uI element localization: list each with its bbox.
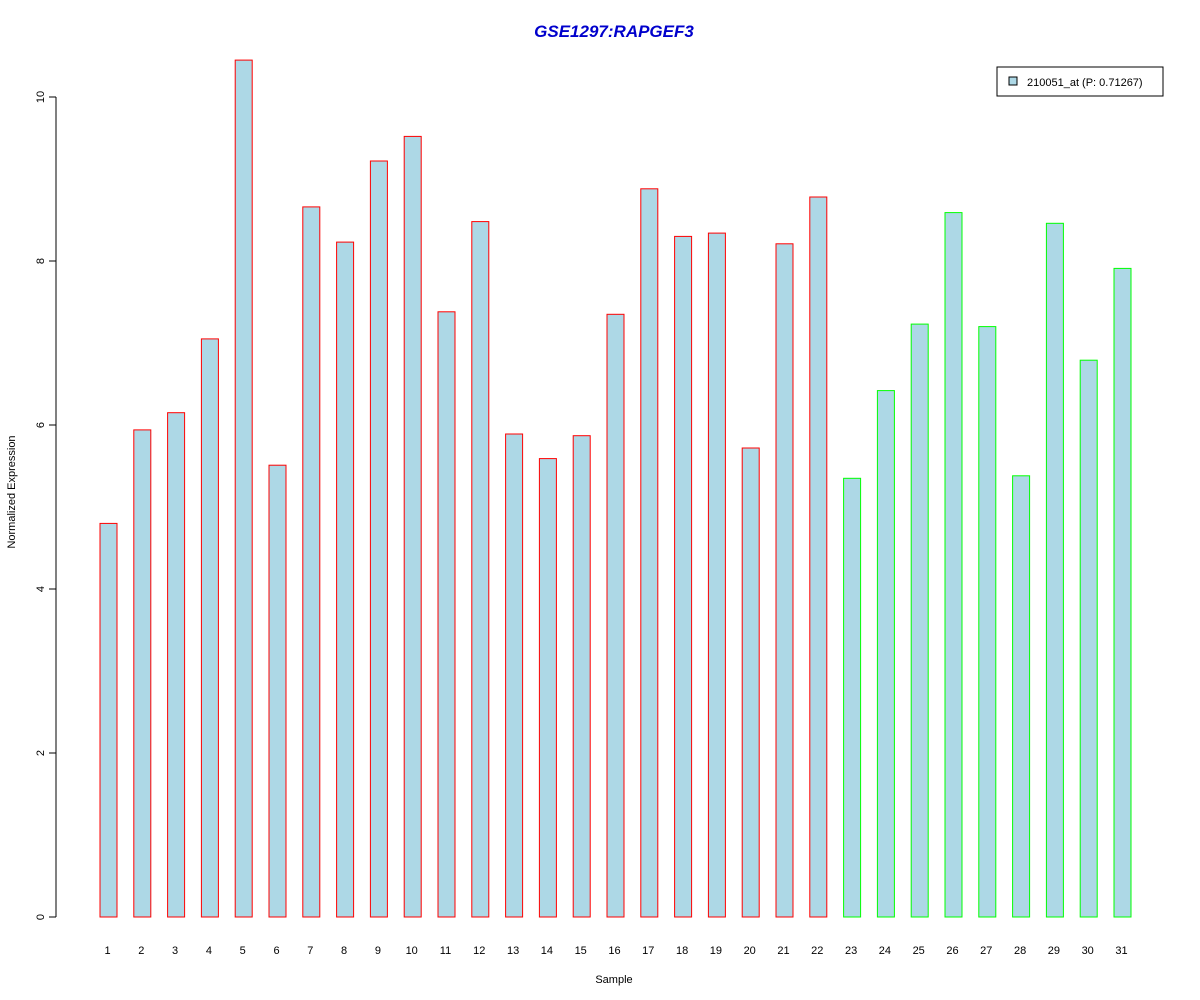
x-tick-label: 11 xyxy=(440,945,451,957)
x-tick-label: 6 xyxy=(273,945,279,957)
bar-sample-5 xyxy=(234,59,253,918)
bar-sample-22 xyxy=(809,196,828,918)
x-tick-label: 17 xyxy=(642,945,654,957)
bar-sample-10 xyxy=(403,135,422,918)
x-tick-label: 29 xyxy=(1048,945,1060,957)
y-tick-label: 10 xyxy=(35,91,47,103)
x-tick-label: 24 xyxy=(879,945,891,957)
bar-sample-14 xyxy=(538,458,557,918)
x-tick-label: 22 xyxy=(811,945,823,957)
y-axis-label: Normalized Expression xyxy=(6,435,18,548)
bar-sample-28 xyxy=(1012,475,1031,918)
x-tick-label: 4 xyxy=(206,945,212,957)
bar-sample-16 xyxy=(606,313,625,918)
y-tick-label: 0 xyxy=(35,914,47,920)
x-axis-label: Sample xyxy=(595,974,632,986)
bar-sample-6 xyxy=(268,464,287,918)
x-tick-label: 3 xyxy=(172,945,178,957)
x-tick-label: 19 xyxy=(710,945,722,957)
bar-sample-17 xyxy=(640,188,659,918)
bar-sample-21 xyxy=(775,243,794,918)
bar-sample-19 xyxy=(707,232,726,918)
y-tick-label: 2 xyxy=(35,750,47,756)
bar-sample-29 xyxy=(1045,222,1064,918)
bar-sample-3 xyxy=(167,412,186,918)
x-tick-label: 27 xyxy=(980,945,992,957)
x-tick-label: 20 xyxy=(744,945,756,957)
bar-sample-24 xyxy=(876,390,895,918)
bar-sample-20 xyxy=(741,447,760,918)
x-tick-label: 2 xyxy=(138,945,144,957)
x-tick-label: 14 xyxy=(541,945,553,957)
bar-sample-25 xyxy=(910,323,929,918)
x-tick-label: 30 xyxy=(1082,945,1094,957)
x-tick-label: 9 xyxy=(375,945,381,957)
bar-sample-11 xyxy=(437,311,456,918)
x-tick-label: 12 xyxy=(473,945,485,957)
bar-sample-8 xyxy=(336,241,355,918)
y-axis: 0 2 4 6 8 10 xyxy=(35,91,57,920)
chart-title: GSE1297:RAPGEF3 xyxy=(534,22,694,41)
x-tick-label: 25 xyxy=(913,945,925,957)
bar-sample-12 xyxy=(471,221,490,918)
x-tick-label: 8 xyxy=(341,945,347,957)
bar-sample-30 xyxy=(1079,359,1098,918)
legend-swatch xyxy=(1008,76,1018,86)
x-tick-label: 21 xyxy=(777,945,789,957)
legend: 210051_at (P: 0.71267) xyxy=(996,66,1164,97)
x-tick-label: 5 xyxy=(240,945,246,957)
bar-sample-7 xyxy=(302,206,321,918)
x-tick-label: 28 xyxy=(1014,945,1026,957)
x-tick-label: 31 xyxy=(1115,945,1127,957)
bar-sample-15 xyxy=(572,435,591,918)
y-tick-label: 8 xyxy=(35,258,47,264)
y-tick-label: 4 xyxy=(35,586,47,592)
legend-label: 210051_at (P: 0.71267) xyxy=(1027,77,1143,89)
x-tick-label: 1 xyxy=(104,945,110,957)
y-tick-label: 6 xyxy=(35,422,47,428)
x-tick-label: 15 xyxy=(575,945,587,957)
bar-sample-2 xyxy=(133,429,152,918)
legend-box xyxy=(996,66,1164,97)
bar-sample-1 xyxy=(99,522,118,918)
bar-sample-4 xyxy=(200,338,219,918)
x-tick-label: 18 xyxy=(676,945,688,957)
bar-sample-31 xyxy=(1113,267,1132,918)
x-tick-label: 23 xyxy=(845,945,857,957)
bar-sample-27 xyxy=(978,326,997,918)
bar-sample-26 xyxy=(944,212,963,918)
bar-sample-13 xyxy=(505,433,524,918)
x-tick-label: 7 xyxy=(307,945,313,957)
x-tick-labels: 1 2 3 4 5 6 7 8 9 10 11 12 13 14 15 16 17 18 19 20 21 22 23 24 2… xyxy=(104,945,1127,957)
x-tick-label: 13 xyxy=(507,945,519,957)
x-tick-label: 16 xyxy=(608,945,620,957)
bar-sample-9 xyxy=(369,160,388,918)
bar-sample-23 xyxy=(843,477,862,918)
bar-sample-18 xyxy=(674,235,693,918)
x-tick-label: 10 xyxy=(406,945,418,957)
bars-group xyxy=(99,59,1132,918)
x-tick-label: 26 xyxy=(946,945,958,957)
